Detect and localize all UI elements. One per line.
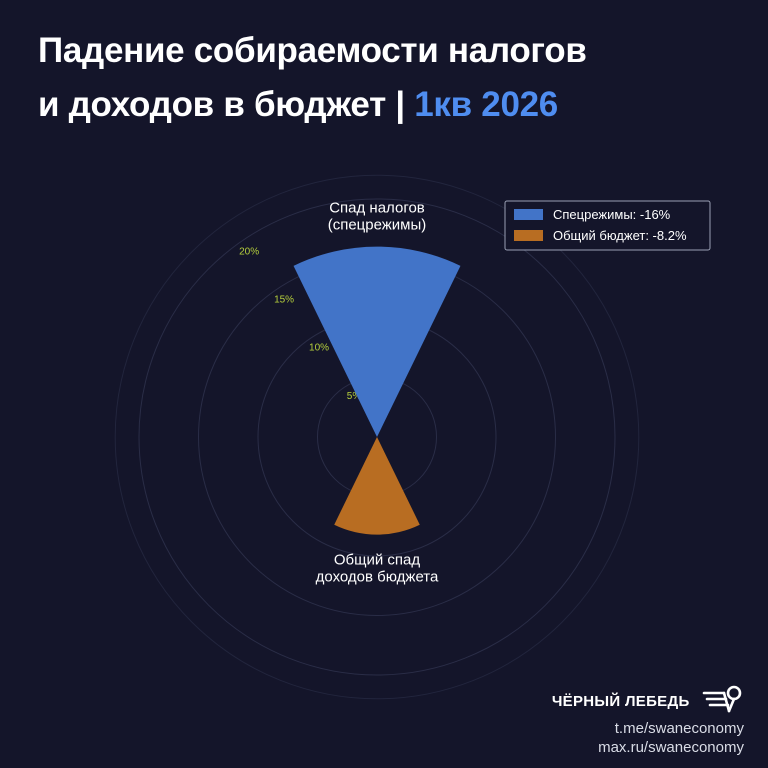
brand-link-telegram[interactable]: t.me/swaneconomy <box>614 720 744 737</box>
legend-label: Общий бюджет: -8.2% <box>553 228 687 243</box>
category-labels: Спад налогов(спецрежимы) Общий спаддоходо… <box>316 200 439 586</box>
legend-swatch <box>514 209 543 220</box>
title-line-1: Падение собираемости налогов <box>38 31 587 70</box>
grid-ring-outer <box>114 174 640 700</box>
wedge-special-regimes <box>293 246 461 437</box>
category-label: доходов бюджета <box>316 569 439 586</box>
category-label: (спецрежимы) <box>328 217 427 234</box>
radial-ticks: 5% 10% 15% 20% <box>239 246 361 401</box>
radial-tick-label: 20% <box>239 246 259 257</box>
wedge-general-budget <box>334 437 420 535</box>
page-title: Падение собираемости налогов и доходов в… <box>38 24 738 132</box>
grid-ring <box>138 198 616 676</box>
category-label: Общий спад <box>334 552 420 569</box>
title-line-2: и доходов в бюджет | 1кв 2026 <box>38 78 738 132</box>
legend-swatch <box>514 230 543 241</box>
radial-tick-label: 5% <box>347 391 362 402</box>
brand-link-max[interactable]: max.ru/swaneconomy <box>598 739 744 756</box>
title-line-2-prefix: и доходов в бюджет | <box>38 85 415 124</box>
legend-label: Спецрежимы: -16% <box>553 207 671 222</box>
category-label: Спад налогов <box>329 200 425 217</box>
radial-tick-label: 15% <box>274 295 294 306</box>
swan-logo-icon <box>702 684 744 719</box>
legend: Спецрежимы: -16% Общий бюджет: -8.2% <box>504 200 711 251</box>
bars <box>293 246 461 535</box>
title-period: 1кв 2026 <box>414 85 558 124</box>
brand-block: ЧЁРНЫЙ ЛЕБЕДЬ t.me/swaneconomy max.ru/sw… <box>552 684 744 757</box>
legend-box <box>504 200 711 251</box>
brand-name: ЧЁРНЫЙ ЛЕБЕДЬ <box>551 693 690 710</box>
radial-tick-label: 10% <box>309 343 329 354</box>
